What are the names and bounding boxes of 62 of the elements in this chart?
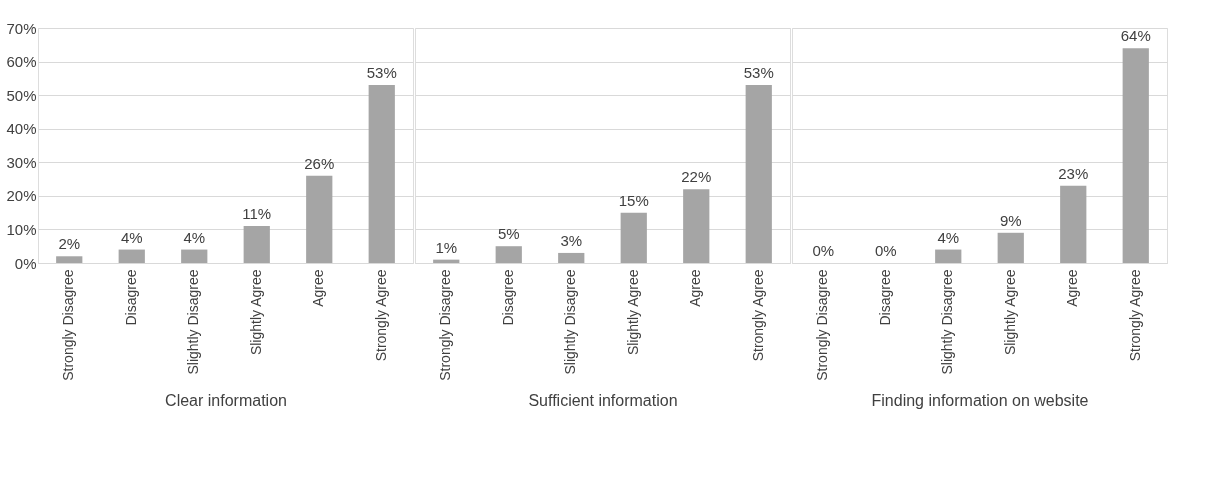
y-tick-label: 70% — [6, 19, 37, 37]
x-axis-title: Finding information on website — [871, 391, 1089, 409]
data-label: 3% — [560, 231, 583, 249]
bar — [243, 226, 270, 263]
data-label: 0% — [812, 242, 835, 259]
x-tick-label: Slightly Disagree — [185, 269, 202, 375]
data-label: 64% — [1120, 27, 1151, 45]
x-tick-label: Agree — [687, 269, 704, 307]
data-label: 9% — [999, 211, 1022, 229]
data-label: 4% — [937, 228, 960, 246]
x-tick-label: Slightly Agree — [1001, 269, 1018, 356]
data-label: 0% — [874, 242, 897, 259]
y-tick-label: 60% — [6, 53, 37, 71]
data-label: 26% — [304, 154, 335, 172]
bar — [620, 212, 647, 263]
data-label: 15% — [618, 191, 649, 209]
y-tick-label: 30% — [6, 153, 37, 171]
data-label: 1% — [435, 238, 458, 256]
bar — [1122, 48, 1149, 263]
x-tick-label: Strongly Agree — [749, 269, 766, 362]
bar — [745, 85, 772, 263]
bar — [683, 189, 710, 263]
data-label: 4% — [183, 228, 206, 246]
data-label: 11% — [242, 205, 272, 223]
bar — [56, 256, 83, 263]
bar — [368, 85, 395, 263]
data-label: 2% — [58, 235, 81, 253]
y-tick-label: 10% — [6, 220, 37, 238]
data-label: 53% — [366, 64, 397, 82]
x-tick-label: Slightly Disagree — [562, 269, 579, 375]
x-axis-title: Sufficient information — [528, 391, 678, 409]
data-label: 5% — [497, 225, 520, 243]
bar — [558, 252, 585, 263]
x-tick-label: Strongly Disagree — [814, 269, 831, 381]
x-tick-label: Slightly Agree — [624, 269, 641, 356]
y-tick-label: 50% — [6, 86, 37, 104]
y-tick-label: 40% — [6, 120, 37, 138]
data-label: 23% — [1058, 164, 1089, 182]
bar — [1060, 185, 1087, 263]
x-tick-label: Slightly Agree — [247, 269, 264, 356]
x-tick-label: Agree — [1064, 269, 1081, 307]
x-axis-title: Clear information — [165, 391, 287, 409]
y-tick-label: 20% — [6, 187, 37, 205]
x-tick-label: Disagree — [876, 269, 893, 326]
x-tick-label: Agree — [310, 269, 327, 307]
bar — [181, 249, 208, 263]
x-tick-label: Strongly Disagree — [437, 269, 454, 381]
x-tick-label: Slightly Disagree — [939, 269, 956, 375]
y-tick-label: 0% — [14, 254, 37, 272]
bar — [935, 249, 962, 263]
x-tick-label: Disagree — [122, 269, 139, 326]
bar — [118, 249, 145, 263]
data-label: 22% — [681, 168, 712, 186]
bar — [997, 232, 1024, 263]
bar — [306, 175, 333, 263]
bar — [495, 246, 522, 263]
x-tick-label: Strongly Agree — [1126, 269, 1143, 362]
x-tick-label: Strongly Disagree — [60, 269, 77, 381]
x-tick-label: Disagree — [499, 269, 516, 326]
data-label: 4% — [120, 228, 143, 246]
x-tick-label: Strongly Agree — [372, 269, 389, 362]
data-label: 53% — [743, 64, 774, 82]
